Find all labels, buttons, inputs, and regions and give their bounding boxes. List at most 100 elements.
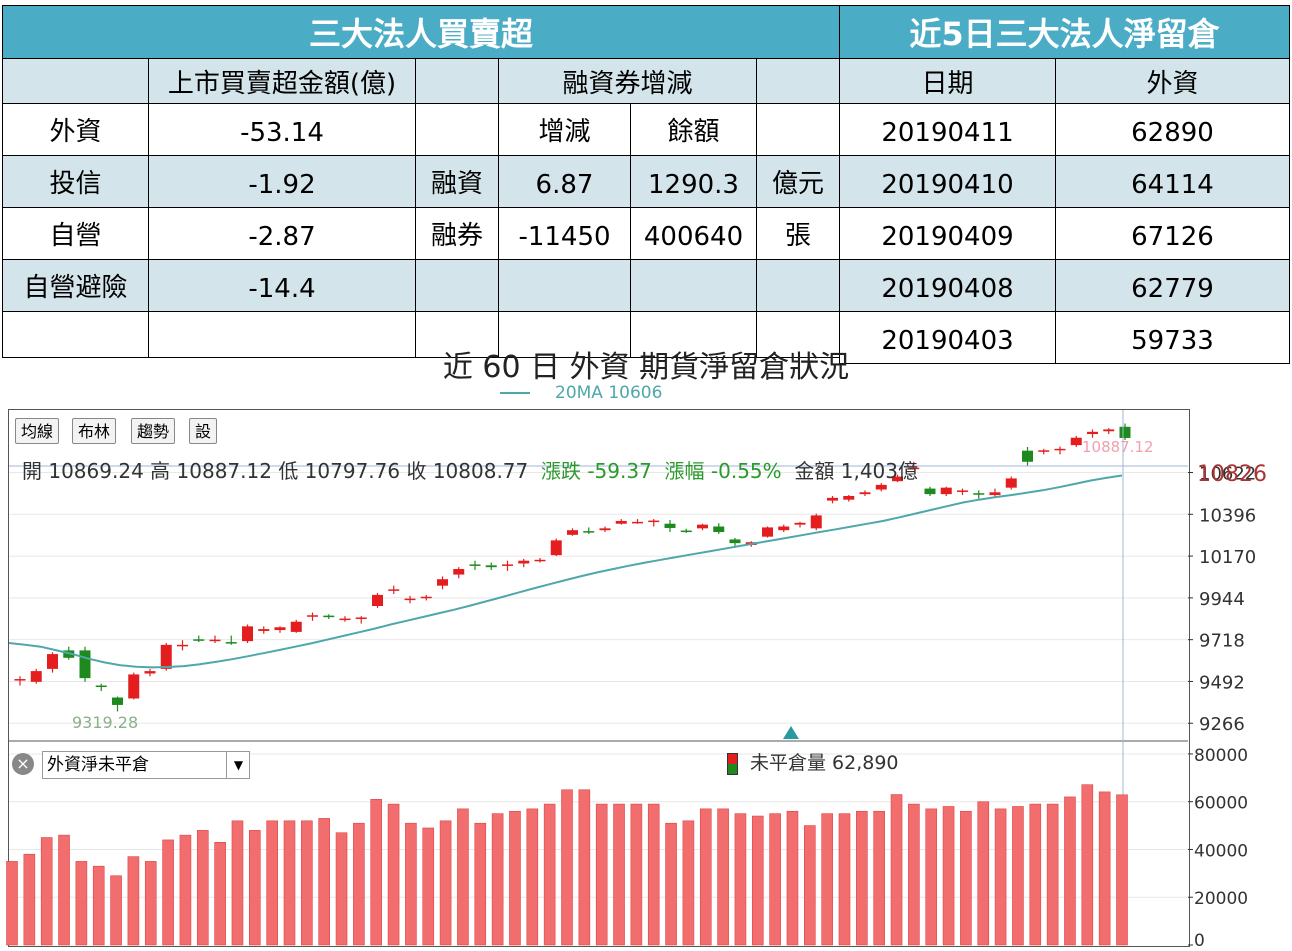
row-date: 20190411 (839, 103, 1056, 156)
y-tick-label: 9944 (1199, 589, 1245, 610)
oi-bar (630, 803, 643, 946)
row-name: 自營 (2, 207, 149, 260)
candle-body (177, 644, 188, 647)
oi-bar (561, 789, 573, 946)
row-name: 外資 (2, 103, 149, 156)
oi-bar (1064, 796, 1076, 946)
close-label: 收 (406, 459, 427, 483)
ma20-line (8, 474, 1123, 669)
row-amount: -14.4 (148, 259, 416, 312)
oi-bar (595, 803, 608, 946)
row-value: 64114 (1055, 155, 1290, 208)
candle-body (908, 467, 920, 470)
candle-body (1022, 450, 1033, 462)
ma-button[interactable]: 均線 (15, 418, 60, 444)
oi-bar (890, 794, 903, 946)
oi-bar (127, 856, 140, 946)
row-date: 20190408 (839, 259, 1056, 312)
trend-button[interactable]: 趨勢 (131, 418, 176, 444)
candle-body (892, 476, 903, 482)
candle-body (404, 598, 416, 601)
indicator-select[interactable]: 外資淨未平倉 (42, 751, 250, 779)
candle-body (144, 671, 156, 674)
header-amount: 上市買賣超金額(億) (148, 58, 416, 104)
oi-bar (821, 813, 833, 946)
oi-bar (977, 801, 990, 946)
candle-body (794, 522, 806, 525)
row-unit: 張 (755, 207, 841, 260)
oi-bar (613, 803, 625, 946)
candle-body (307, 615, 318, 617)
change-label: 漲跌 (540, 459, 581, 483)
oi-bar (266, 820, 278, 946)
oi-bar (1029, 803, 1042, 946)
oi-bar (751, 815, 764, 946)
header-date: 日期 (839, 58, 1056, 104)
settings-button[interactable]: 設 (189, 418, 218, 444)
chevron-down-icon[interactable]: ▼ (226, 752, 250, 778)
candle-body (957, 490, 968, 492)
oi-bar (231, 820, 244, 946)
row-margin-name: 融資 (415, 155, 499, 208)
candle-body (128, 674, 140, 699)
candle-body (875, 484, 887, 490)
oi-bar (92, 865, 105, 946)
candle-body (664, 523, 676, 528)
oi-bar (873, 810, 885, 946)
candle-body (193, 639, 205, 641)
oi-bar (179, 834, 192, 946)
candle-body (1103, 429, 1115, 432)
close-icon[interactable]: × (12, 753, 34, 775)
subheader-change: 增減 (498, 103, 631, 156)
row-margin-name: 融券 (415, 207, 499, 260)
candle-body (1054, 448, 1066, 451)
row-amount (148, 311, 416, 358)
candle-body (112, 697, 123, 705)
candle-body (729, 539, 741, 544)
oi-bar (665, 822, 677, 946)
row-margin-name (415, 103, 499, 156)
y-tick-label: 40000 (1194, 841, 1248, 861)
oi-bar (491, 813, 504, 946)
oi-bar (804, 825, 816, 946)
row-margin-change: -11450 (498, 207, 631, 260)
candle-body (323, 615, 335, 618)
oi-bar (422, 827, 435, 946)
oi-bar (1098, 791, 1111, 946)
y-tick-label: 0 (1194, 931, 1205, 951)
oi-bar (734, 813, 747, 946)
candle-body (778, 526, 790, 531)
net-position-table: 近5日三大法人淨留倉 日期 外資 20190411 62890 20190410 6… (839, 5, 1290, 364)
oi-bar (58, 834, 70, 946)
oi-bar (353, 822, 365, 946)
oi-bar (318, 818, 330, 946)
min-price-label: 9319.28 (72, 713, 138, 732)
oi-bar (682, 820, 695, 946)
oi-bar (699, 808, 712, 946)
high-value: 10887.12 (176, 459, 272, 483)
oi-bar (405, 822, 417, 946)
candle-body (924, 488, 936, 495)
y-tick-label: 80000 (1194, 746, 1248, 766)
oi-bar (196, 830, 209, 946)
candle-body (1005, 478, 1017, 488)
open-value: 10869.24 (48, 459, 144, 483)
y-tick-label: 9266 (1199, 714, 1245, 735)
candle-body (225, 642, 237, 644)
bollinger-button[interactable]: 布林 (72, 418, 117, 444)
oi-bar (162, 839, 174, 946)
candle-body (843, 495, 855, 500)
oi-bar (578, 789, 591, 946)
candle-body (940, 487, 952, 495)
low-label: 低 (278, 459, 299, 483)
row-margin-change (498, 259, 631, 312)
row-amount: -2.87 (148, 207, 416, 260)
oi-bar (301, 820, 313, 946)
oi-bar (387, 803, 400, 946)
row-unit (755, 259, 841, 312)
oi-bar (439, 820, 452, 946)
oi-bar (75, 861, 88, 946)
oi-bar (1081, 784, 1094, 946)
change-value: -59.37 (587, 459, 652, 483)
